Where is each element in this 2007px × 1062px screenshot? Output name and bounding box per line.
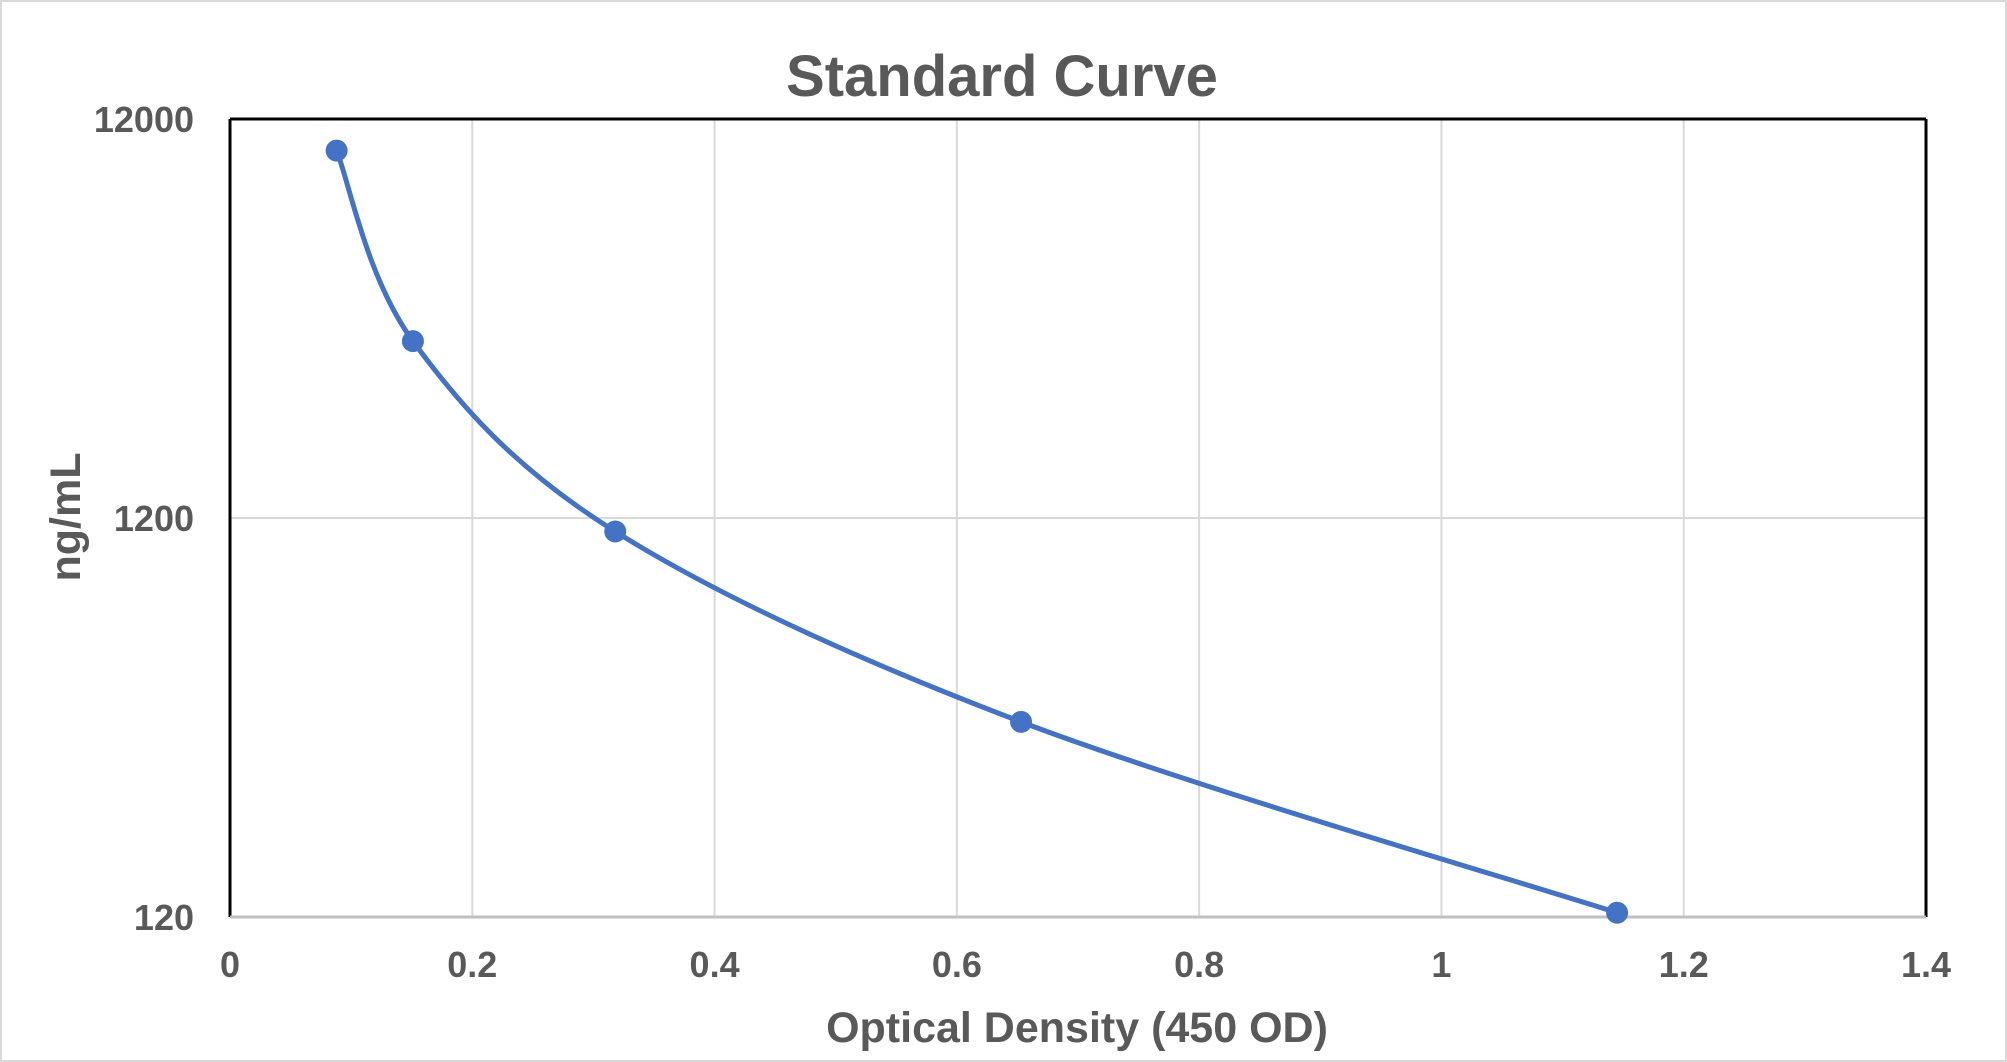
- x-tick-label: 1.2: [1659, 944, 1709, 985]
- series-line: [334, 148, 1620, 916]
- data-point: [401, 330, 424, 353]
- data-point: [604, 520, 627, 543]
- y-tick-label: 12000: [94, 99, 194, 140]
- data-point: [1010, 710, 1033, 733]
- data-point: [1606, 901, 1629, 924]
- y-tick-label: 1200: [114, 498, 194, 539]
- chart-title: Standard Curve: [786, 44, 1218, 109]
- x-tick-label: 0.4: [690, 944, 740, 985]
- data-point: [325, 139, 348, 162]
- plot-border: [228, 117, 1928, 919]
- x-tick-label: 0.2: [447, 944, 497, 985]
- x-tick-label: 0.8: [1174, 944, 1224, 985]
- y-axis-label: ng/mL: [42, 453, 90, 582]
- x-tick-label: 0: [220, 944, 240, 985]
- tick-labels: 0 0.2 0.4 0.6 0.8 1 1.2 1.4 120 1200 12000: [94, 99, 1951, 985]
- gridlines: [230, 119, 1926, 917]
- x-tick-label: 1: [1431, 944, 1451, 985]
- series-layer: [325, 139, 1629, 924]
- x-tick-label: 0.6: [932, 944, 982, 985]
- x-axis-label: Optical Density (450 OD): [826, 1004, 1328, 1052]
- y-tick-label: 120: [134, 897, 194, 938]
- x-tick-label: 1.4: [1901, 944, 1951, 985]
